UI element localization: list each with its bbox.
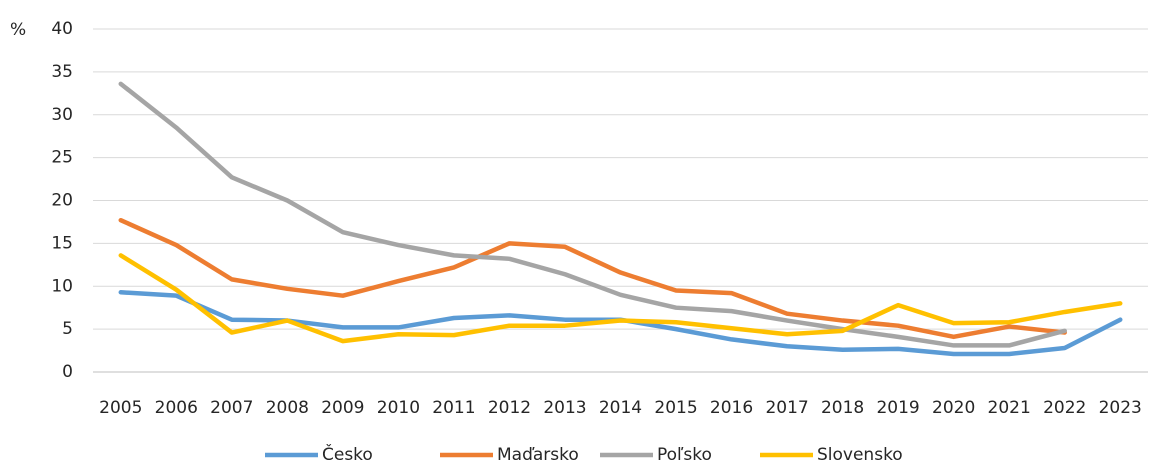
y-axis-label: %	[10, 20, 26, 40]
x-tick-label: 2010	[377, 398, 420, 418]
x-tick-label: 2022	[1043, 398, 1086, 418]
x-tick-label: 2023	[1099, 398, 1142, 418]
x-tick-label: 2016	[710, 398, 753, 418]
y-tick-label: 40	[51, 19, 73, 39]
x-tick-label: 2011	[432, 398, 475, 418]
x-tick-label: 2018	[821, 398, 864, 418]
y-tick-label: 10	[51, 276, 73, 296]
legend-label: Slovensko	[817, 445, 903, 464]
x-tick-label: 2021	[988, 398, 1031, 418]
x-tick-label: 2012	[488, 398, 531, 418]
y-tick-label: 20	[51, 191, 73, 211]
x-tick-label: 2019	[876, 398, 919, 418]
x-tick-label: 2020	[932, 398, 975, 418]
legend-label: Česko	[322, 443, 373, 464]
x-tick-label: 2015	[654, 398, 697, 418]
x-tick-label: 2007	[210, 398, 253, 418]
series-line	[118, 81, 1067, 348]
x-tick-label: 2008	[266, 398, 309, 418]
y-tick-label: 35	[51, 62, 73, 82]
x-tick-label: 2014	[599, 398, 642, 418]
y-tick-label: 5	[62, 319, 73, 339]
y-tick-label: 0	[62, 362, 73, 382]
legend-label: Poľsko	[657, 445, 712, 464]
legend-label: Maďarsko	[497, 445, 579, 464]
series-line	[118, 217, 1067, 340]
y-tick-label: 30	[51, 105, 73, 125]
x-tick-label: 2006	[155, 398, 198, 418]
x-tick-label: 2017	[765, 398, 808, 418]
x-tick-label: 2013	[543, 398, 586, 418]
y-tick-label: 15	[51, 233, 73, 253]
series-line	[118, 253, 1123, 344]
x-tick-label: 2005	[99, 398, 142, 418]
x-tick-label: 2009	[321, 398, 364, 418]
y-tick-label: 25	[51, 148, 73, 168]
